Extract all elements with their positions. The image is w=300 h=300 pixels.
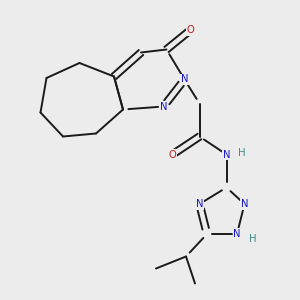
Text: N: N: [241, 199, 248, 209]
Text: H: H: [238, 148, 246, 158]
Text: H: H: [249, 233, 256, 244]
Text: N: N: [223, 149, 230, 160]
Text: N: N: [160, 101, 167, 112]
Text: O: O: [187, 25, 194, 35]
Text: N: N: [196, 199, 203, 209]
Text: N: N: [233, 229, 241, 239]
Text: N: N: [181, 74, 188, 85]
Text: O: O: [169, 149, 176, 160]
